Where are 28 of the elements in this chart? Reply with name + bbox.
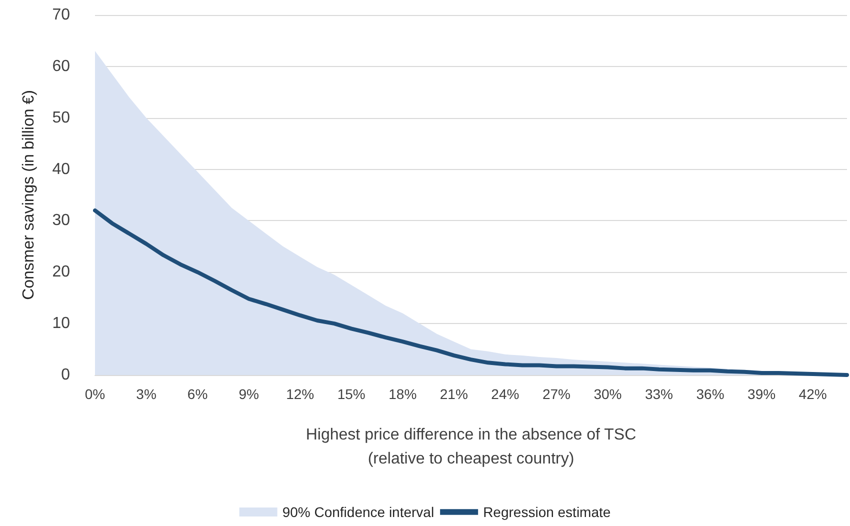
y-tick-label: 20 bbox=[52, 264, 70, 281]
x-axis-title: Highest price difference in the absence of TSC (relative to cheapest country) bbox=[306, 426, 636, 468]
y-tick-label: 40 bbox=[52, 160, 70, 178]
x-tick-label: 39% bbox=[748, 386, 776, 402]
y-tick-label: 30 bbox=[52, 212, 70, 230]
x-tick-label: 42% bbox=[798, 386, 827, 402]
y-tick-label: 60 bbox=[52, 58, 70, 75]
x-tick-label: 15% bbox=[337, 386, 366, 402]
line-series bbox=[93, 208, 849, 377]
y-tick-label: 0 bbox=[61, 366, 70, 384]
x-tick-label: 6% bbox=[187, 386, 208, 402]
y-tick-label: 70 bbox=[52, 6, 70, 24]
x-tick-label: 36% bbox=[696, 386, 724, 402]
x-tick-label: 3% bbox=[136, 386, 156, 402]
x-tick-label: 33% bbox=[644, 386, 674, 402]
x-tick-label: 18% bbox=[388, 386, 417, 402]
x-tick-label: 9% bbox=[238, 386, 259, 402]
x-tick-label: 21% bbox=[440, 386, 468, 402]
x-tick-label: 27% bbox=[542, 386, 570, 402]
legend-label: Regression estimate bbox=[483, 504, 611, 520]
y-tick-label: 50 bbox=[52, 109, 70, 126]
y-axis-title: Consmer savings (in billion €) bbox=[20, 90, 38, 300]
x-tick-label: 24% bbox=[491, 386, 520, 402]
x-tick-label: 30% bbox=[594, 386, 622, 402]
x-tick-label: 0% bbox=[84, 386, 106, 402]
legend-label: 90% Confidence interval bbox=[282, 504, 434, 520]
y-tick-label: 10 bbox=[52, 315, 70, 332]
x-tick-label: 12% bbox=[286, 386, 314, 402]
